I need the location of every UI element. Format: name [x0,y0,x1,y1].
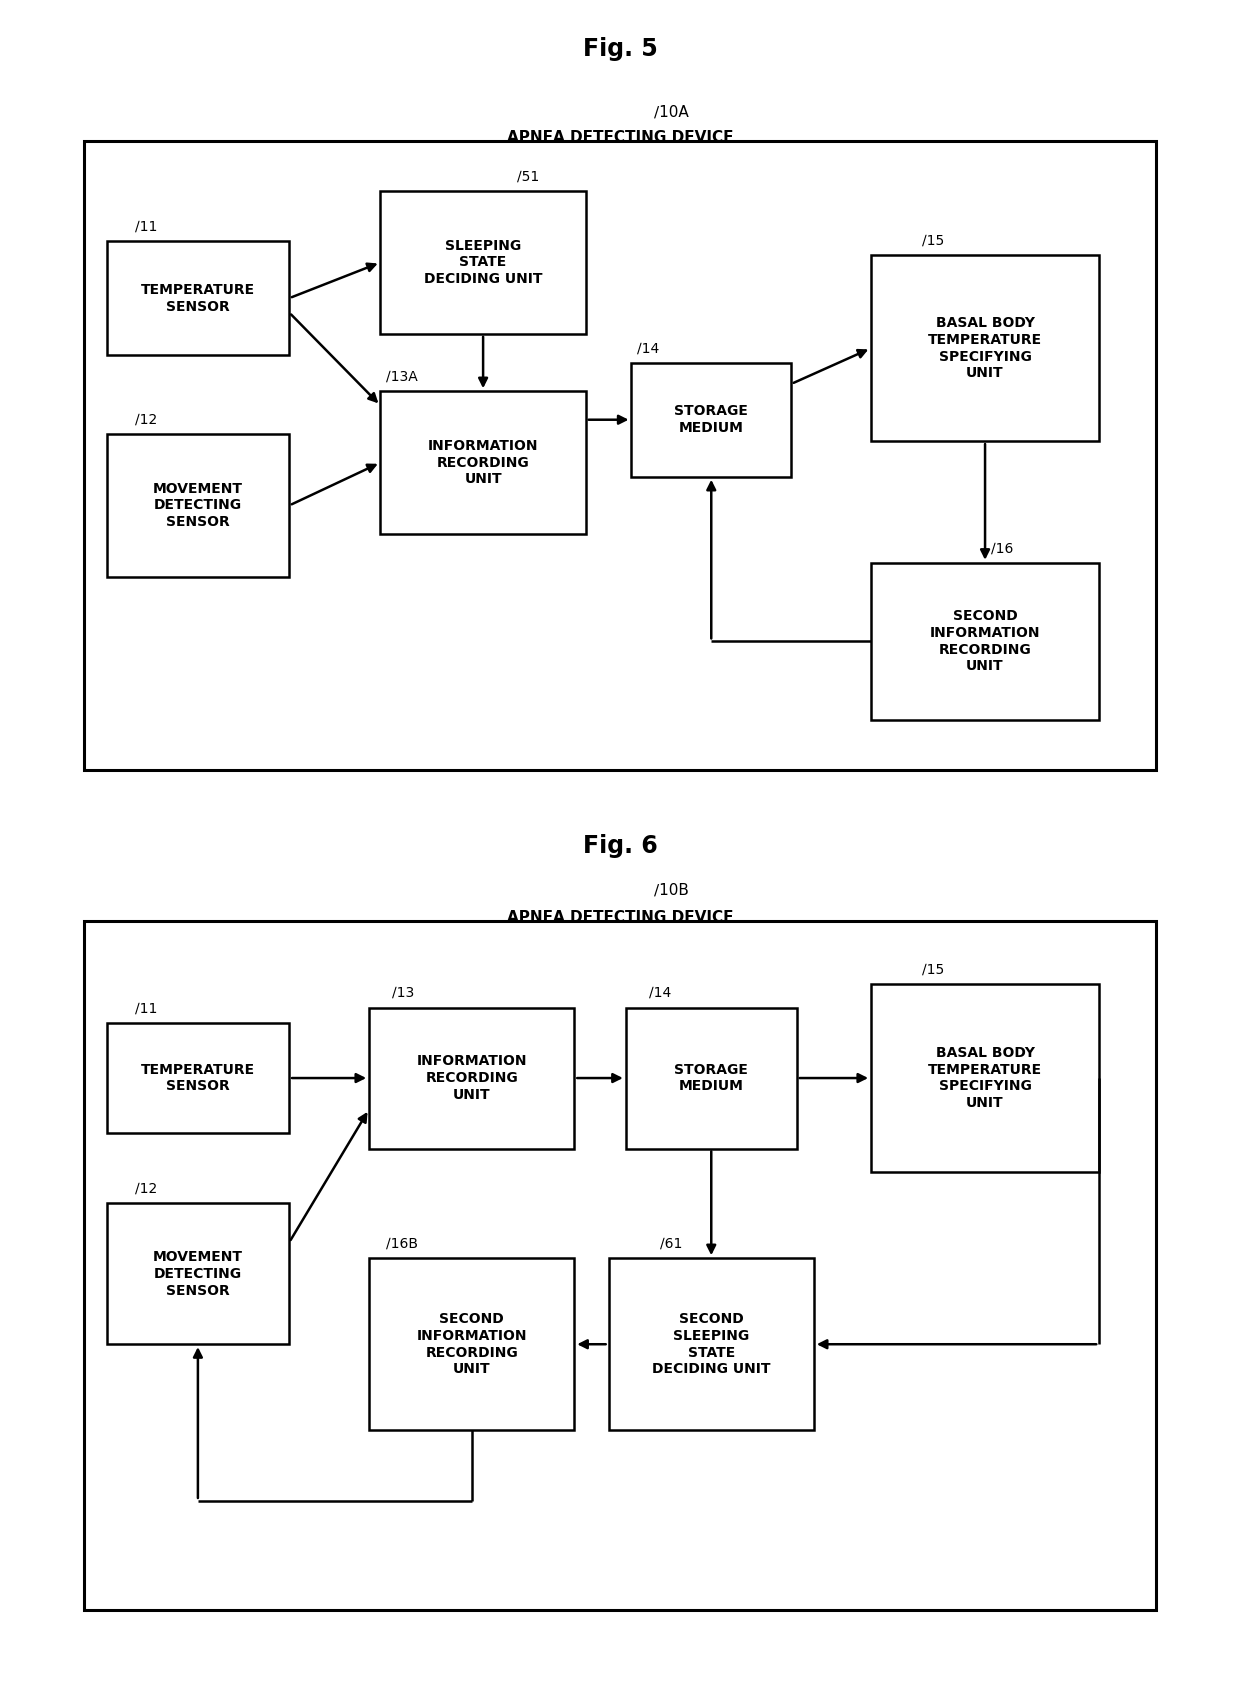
Text: ∕14: ∕14 [637,342,660,356]
Bar [84,921,1156,1610]
Text: ∕61: ∕61 [660,1236,682,1251]
Bar [870,563,1099,720]
Text: TEMPERATURE
SENSOR: TEMPERATURE SENSOR [141,1062,255,1093]
Bar [370,1258,574,1430]
Text: ∕10B: ∕10B [655,883,689,899]
Text: STORAGE
MEDIUM: STORAGE MEDIUM [675,1062,748,1093]
Text: SECOND
INFORMATION
RECORDING
UNIT: SECOND INFORMATION RECORDING UNIT [417,1312,527,1377]
Text: Fig. 6: Fig. 6 [583,834,657,858]
Bar [84,141,1156,769]
Text: INFORMATION
RECORDING
UNIT: INFORMATION RECORDING UNIT [428,439,538,487]
Bar [626,1008,797,1149]
Bar [381,391,585,534]
Bar [381,191,585,334]
Text: APNEA DETECTING DEVICE: APNEA DETECTING DEVICE [507,911,733,926]
Text: ∕15: ∕15 [923,962,945,977]
Text: ∕15: ∕15 [923,235,945,248]
Text: ∕10A: ∕10A [655,104,689,119]
Text: ∕11: ∕11 [135,1001,157,1016]
Text: MOVEMENT
DETECTING
SENSOR: MOVEMENT DETECTING SENSOR [153,482,243,529]
Text: BASAL BODY
TEMPERATURE
SPECIFYING
UNIT: BASAL BODY TEMPERATURE SPECIFYING UNIT [928,1047,1042,1110]
Text: ∕11: ∕11 [135,220,157,233]
Text: APNEA DETECTING DEVICE: APNEA DETECTING DEVICE [507,129,733,145]
Bar [609,1258,813,1430]
Text: SECOND
INFORMATION
RECORDING
UNIT: SECOND INFORMATION RECORDING UNIT [930,609,1040,674]
Text: TEMPERATURE
SENSOR: TEMPERATURE SENSOR [141,283,255,313]
Text: SECOND
SLEEPING
STATE
DECIDING UNIT: SECOND SLEEPING STATE DECIDING UNIT [652,1312,770,1377]
Text: ∕14: ∕14 [649,985,671,999]
Text: ∕16B: ∕16B [386,1236,418,1251]
Text: ∕13: ∕13 [392,985,414,999]
Text: ∕12: ∕12 [135,414,157,427]
Bar [107,434,289,577]
Text: STORAGE
MEDIUM: STORAGE MEDIUM [675,405,748,436]
Bar [870,255,1099,441]
Text: ∕13A: ∕13A [386,369,418,385]
Text: MOVEMENT
DETECTING
SENSOR: MOVEMENT DETECTING SENSOR [153,1249,243,1297]
Bar [870,984,1099,1173]
Text: ∕12: ∕12 [135,1181,157,1195]
Bar [107,1203,289,1345]
Text: SLEEPING
STATE
DECIDING UNIT: SLEEPING STATE DECIDING UNIT [424,238,542,286]
Bar [370,1008,574,1149]
Text: ∕51: ∕51 [517,170,539,184]
Bar [631,363,791,477]
Text: Fig. 5: Fig. 5 [583,37,657,61]
Text: BASAL BODY
TEMPERATURE
SPECIFYING
UNIT: BASAL BODY TEMPERATURE SPECIFYING UNIT [928,317,1042,380]
Bar [107,1023,289,1134]
Text: ∕16: ∕16 [991,541,1013,555]
Bar [107,242,289,356]
Text: INFORMATION
RECORDING
UNIT: INFORMATION RECORDING UNIT [417,1054,527,1101]
